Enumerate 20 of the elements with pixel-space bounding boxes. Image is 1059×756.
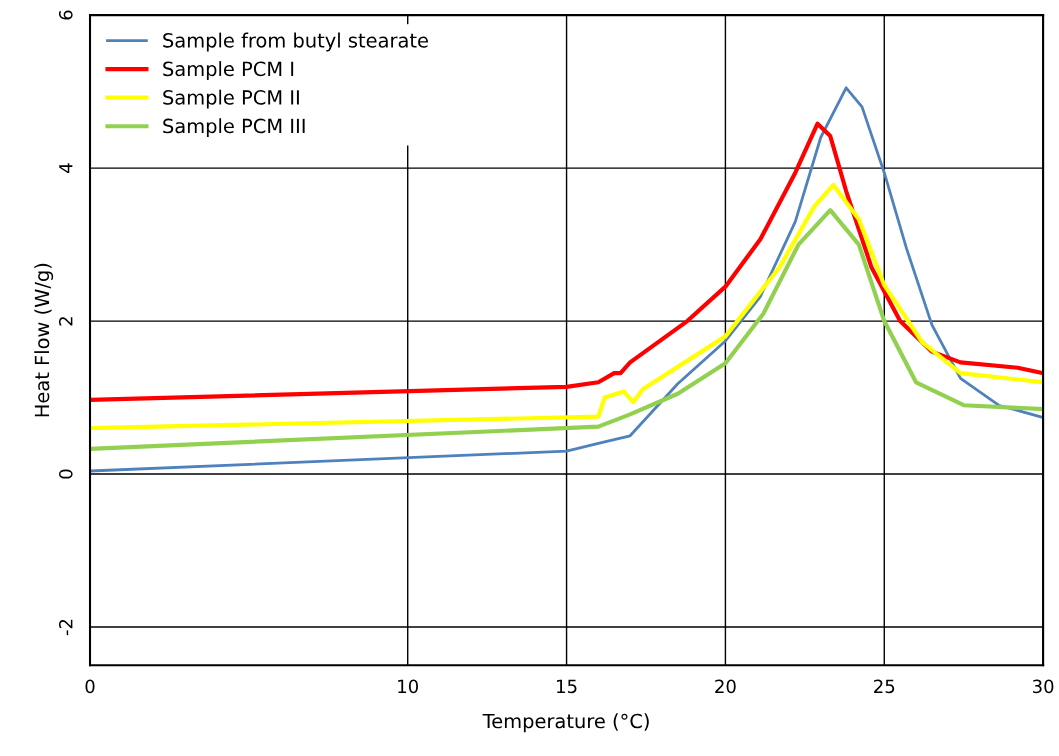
- legend-label: Sample PCM II: [163, 89, 299, 109]
- y-tick-label: 2: [58, 317, 73, 326]
- y-tick-label: 6: [58, 10, 73, 20]
- line-series: [90, 86, 1044, 473]
- legend-label: Sample PCM III: [163, 118, 305, 138]
- legend-label: Sample from butyl stearate: [163, 32, 428, 52]
- line-series: [90, 208, 1044, 451]
- x-tick-label: 0: [85, 679, 95, 694]
- line-series: [90, 182, 1044, 431]
- x-tick-label: 10: [398, 679, 418, 694]
- legend-label: Sample PCM I: [163, 61, 294, 80]
- y-tick-label: 0: [58, 469, 73, 479]
- x-tick-label: 25: [874, 679, 895, 694]
- y-axis-title: Heat Flow (W/g): [34, 263, 54, 417]
- y-tick-label: 4: [59, 163, 73, 173]
- x-tick-label: 30: [1033, 679, 1054, 694]
- x-tick-label: 15: [557, 679, 577, 694]
- x-tick-label: 20: [715, 679, 736, 694]
- y-tick-label: -2: [58, 619, 73, 636]
- x-axis-title: Temperature (°C): [482, 713, 649, 733]
